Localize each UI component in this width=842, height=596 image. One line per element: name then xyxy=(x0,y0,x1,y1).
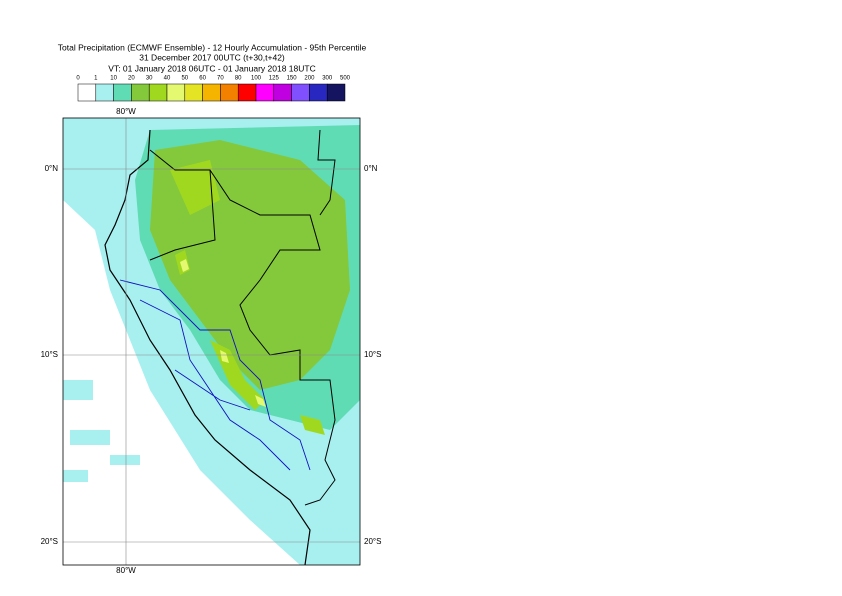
lat-label: 20°S xyxy=(364,537,381,546)
colorbar-box xyxy=(255,83,275,102)
colorbar-label: 1 xyxy=(94,76,98,82)
colorbar-label: 10 xyxy=(110,76,117,82)
lat-label: 20°S xyxy=(41,537,58,546)
lon-label: 80°W xyxy=(116,107,136,116)
lat-label: 10°S xyxy=(41,350,58,359)
colorbar-box xyxy=(326,83,346,102)
colorbar-label: 300 xyxy=(322,76,333,82)
colorbar-box xyxy=(95,83,114,102)
colorbar-label: 40 xyxy=(164,76,171,82)
colorbar-box xyxy=(113,83,132,102)
colorbar-box xyxy=(184,83,203,102)
colorbar-box xyxy=(148,83,168,102)
colorbar-box xyxy=(273,83,292,102)
colorbar-label: 60 xyxy=(199,76,206,82)
lon-label: 80°W xyxy=(116,566,136,575)
lat-label: 0°N xyxy=(364,164,378,173)
colorbar-label: 20 xyxy=(128,76,135,82)
title: Total Precipitation (ECMWF Ensemble) - 1… xyxy=(58,42,367,73)
colorbar-box xyxy=(291,83,310,102)
colorbar-label: 125 xyxy=(269,76,280,82)
title-line: Total Precipitation (ECMWF Ensemble) - 1… xyxy=(58,42,367,52)
colorbar-label: 100 xyxy=(251,76,262,82)
colorbar-label: 150 xyxy=(287,76,298,82)
colorbar-label: 70 xyxy=(217,76,224,82)
map-frame xyxy=(62,117,361,566)
colorbar-box xyxy=(202,83,221,102)
colorbar-box xyxy=(309,83,328,102)
map xyxy=(63,118,360,565)
colorbar-box xyxy=(237,83,257,102)
colorbar-label: 200 xyxy=(304,76,315,82)
title-line: VT: 01 January 2018 06UTC - 01 January 2… xyxy=(108,63,315,73)
lat-label: 10°S xyxy=(364,350,381,359)
colorbar-label: 30 xyxy=(146,76,153,82)
colorbar-label: 500 xyxy=(340,76,351,82)
colorbar: 0 1 10 20 30 40 50 60 70 80 100 125 150 200 300 500 xyxy=(76,76,351,102)
colorbar-box xyxy=(166,83,186,102)
colorbar-box xyxy=(220,83,239,102)
title-line: 31 December 2017 00UTC (t+30,t+42) xyxy=(139,52,285,62)
colorbar-label: 80 xyxy=(235,76,242,82)
colorbar-box xyxy=(131,83,150,102)
colorbar-label: 50 xyxy=(181,76,188,82)
colorbar-box xyxy=(77,83,97,102)
lat-label: 0°N xyxy=(45,164,59,173)
colorbar-label: 0 xyxy=(76,76,80,82)
